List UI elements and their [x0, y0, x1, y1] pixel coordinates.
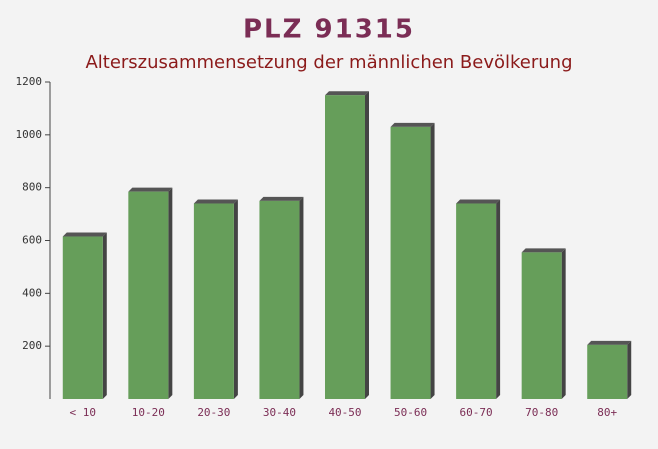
bar — [587, 344, 628, 399]
x-tick-label: 20-30 — [197, 406, 230, 419]
bar — [193, 203, 234, 399]
bar-shadow — [233, 199, 238, 399]
bar — [128, 191, 169, 399]
y-tick-label: 800 — [22, 181, 42, 194]
bar-shadow — [496, 199, 501, 399]
bar — [259, 200, 300, 399]
bar-shadow — [365, 91, 369, 399]
bar-shadow — [299, 196, 304, 399]
bar-shadow — [325, 91, 369, 96]
bar-shadow — [430, 122, 435, 400]
bar — [456, 203, 497, 399]
y-tick-label: 400 — [22, 286, 42, 299]
x-tick-label: 40-50 — [328, 406, 361, 419]
bar-shadow — [259, 196, 304, 201]
y-tick-label: 1200 — [16, 75, 43, 88]
bar-shadow — [456, 199, 501, 204]
bar — [521, 252, 562, 399]
x-tick-label: < 10 — [70, 406, 97, 419]
bar-shadow — [587, 340, 632, 345]
bar-shadow — [193, 199, 238, 204]
bar-shadow — [168, 187, 173, 399]
y-tick-label: 1000 — [16, 128, 43, 141]
y-tick-label: 600 — [22, 234, 42, 247]
bar-shadow — [128, 187, 173, 192]
y-tick-label: 200 — [22, 339, 42, 352]
x-tick-label: 30-40 — [263, 406, 296, 419]
bar — [390, 126, 431, 400]
chart-title: PLZ 91315 — [243, 15, 415, 45]
bar-shadow — [62, 232, 107, 237]
x-tick-label: 80+ — [597, 406, 617, 419]
bar-shadow — [521, 248, 566, 253]
bar-shadow — [102, 232, 107, 399]
bar-shadow — [561, 248, 566, 399]
x-tick-label: 10-20 — [132, 406, 165, 419]
x-tick-label: 60-70 — [460, 406, 493, 419]
bar-shadow — [627, 340, 632, 399]
bar — [325, 95, 365, 399]
bar-shadow — [390, 122, 435, 127]
bar — [62, 236, 103, 399]
x-tick-label: 70-80 — [525, 406, 558, 419]
chart-subtitle: Alterszusammensetzung der männlichen Bev… — [85, 52, 572, 73]
x-tick-label: 50-60 — [394, 406, 427, 419]
